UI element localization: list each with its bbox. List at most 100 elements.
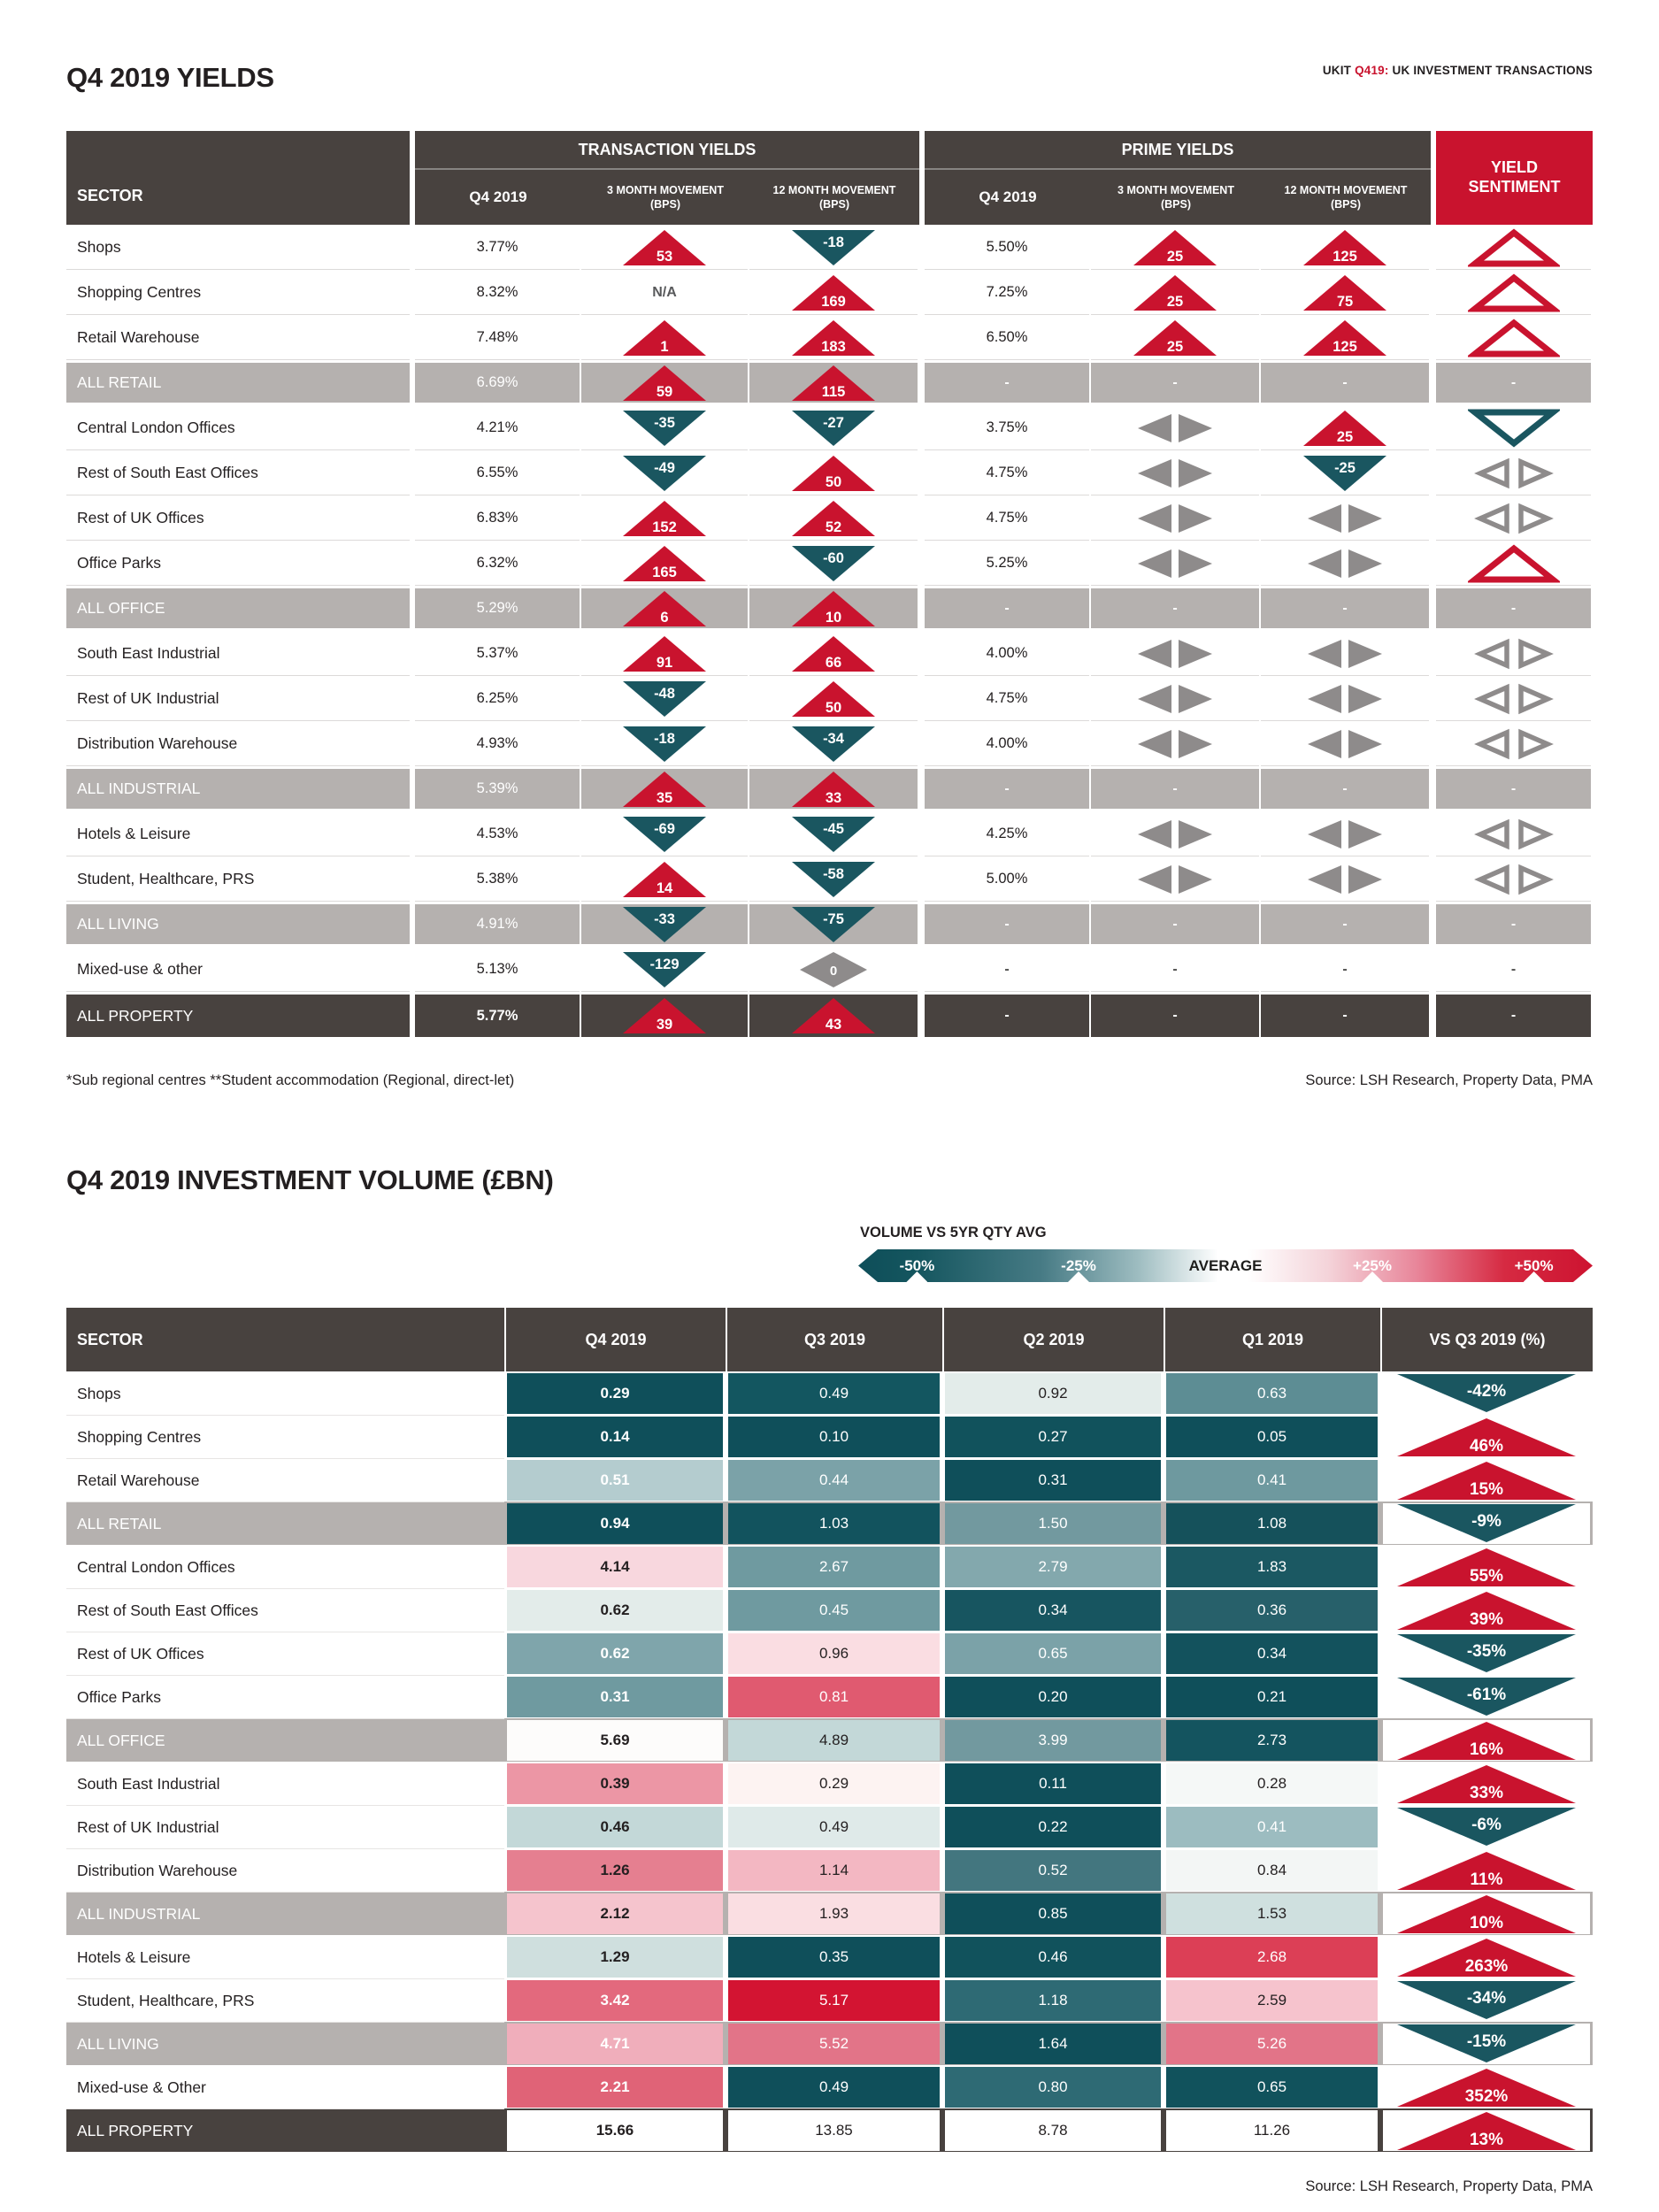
svg-text:25: 25 xyxy=(1337,429,1353,445)
prime-3m-movement-cell xyxy=(1091,856,1261,902)
sector-cell: ALL LIVING xyxy=(66,904,410,944)
sideways-arrows-icon xyxy=(1301,682,1389,716)
sideways-arrows-outline-icon xyxy=(1468,636,1560,672)
vs-q3-cell: 33% xyxy=(1383,1763,1590,1804)
transaction-12m-movement-cell: 66 xyxy=(749,631,919,676)
prime-yields-header-block: PRIME YIELDS Q4 2019 3 MONTH MOVEMENT (B… xyxy=(925,131,1431,225)
svg-text:-18: -18 xyxy=(823,234,844,250)
triangle-up-outline-icon xyxy=(1467,273,1560,312)
sector-cell: Student, Healthcare, PRS xyxy=(66,1978,504,2023)
volume-value-cell: 0.92 xyxy=(945,1373,1161,1414)
svg-text:-75: -75 xyxy=(823,911,844,927)
column-gap xyxy=(1431,541,1436,586)
volume-row: Rest of UK Offices 0.62 0.96 0.65 0.34 -35% xyxy=(66,1632,1593,1675)
triangle-up-icon: 25 xyxy=(1131,274,1219,311)
yields-row: ALL LIVING 4.91% -33 -75 - - - - xyxy=(66,902,1593,947)
legend-label-average: AVERAGE xyxy=(1188,1256,1263,1274)
volume-value-cell: 0.49 xyxy=(728,1373,940,1414)
sideways-arrows-icon xyxy=(1131,863,1219,896)
yields-row: Central London Offices 4.21% -35 -27 3.75% 25 xyxy=(66,405,1593,450)
volume-value-cell: 0.36 xyxy=(1166,1590,1378,1631)
svg-text:-15%: -15% xyxy=(1467,2032,1506,2051)
prime-12m-movement-cell: 25 xyxy=(1261,405,1431,450)
yields-row: ALL OFFICE 5.29% 6 10 - - - - xyxy=(66,586,1593,631)
transaction-12m-movement-cell: 50 xyxy=(749,450,919,495)
sideways-arrows-icon xyxy=(1131,457,1219,490)
volume-value-cell: 3.42 xyxy=(507,1980,723,2021)
transaction-q4-value: 4.53% xyxy=(415,811,581,856)
dash-placeholder: - xyxy=(1172,961,1178,977)
volume-value-cell: 0.51 xyxy=(507,1460,723,1501)
transaction-3m-movement-cell: -49 xyxy=(581,450,749,495)
transaction-yields-group-label: TRANSACTION YIELDS xyxy=(415,131,919,170)
svg-text:125: 125 xyxy=(1333,339,1357,355)
sector-cell: Student, Healthcare, PRS xyxy=(77,870,255,887)
column-gap xyxy=(410,995,415,1037)
prime-3m-movement-cell xyxy=(1091,811,1261,856)
column-gap xyxy=(919,495,925,541)
transaction-12m-movement-cell: 115 xyxy=(749,363,919,403)
transaction-3m-movement-cell: -35 xyxy=(581,405,749,450)
volume-value-cell: 1.53 xyxy=(1166,1893,1378,1934)
vs-q3-cell: -15% xyxy=(1383,2024,1590,2064)
transaction-q4-value: 6.69% xyxy=(415,363,581,403)
yields-table: SECTOR TRANSACTION YIELDS Q4 2019 3 MONT… xyxy=(66,131,1593,1037)
triangle-up-icon: 25 xyxy=(1301,410,1389,447)
triangle-down-icon: -34% xyxy=(1394,1980,1579,2021)
svg-text:25: 25 xyxy=(1167,294,1183,310)
transaction-q4-value: 4.21% xyxy=(415,405,581,450)
prime-q4-value: 5.50% xyxy=(925,225,1091,270)
prime-12m-movement-cell xyxy=(1261,811,1431,856)
volume-value-cell: 5.69 xyxy=(507,1720,723,1761)
triangle-up-icon: 125 xyxy=(1301,319,1389,357)
prime-q4-value: 4.75% xyxy=(925,676,1091,721)
prime-q4-value: - xyxy=(925,995,1091,1037)
yields-row: Rest of South East Offices 6.55% -49 50 4.75… xyxy=(66,450,1593,495)
prime-12m-movement-cell xyxy=(1261,856,1431,902)
column-gap xyxy=(410,225,415,270)
volume-row: Rest of UK Industrial 0.46 0.49 0.22 0.41 -6% xyxy=(66,1805,1593,1848)
sector-cell: Hotels & Leisure xyxy=(77,825,191,842)
legend-label-plus50: +50% xyxy=(1514,1256,1554,1274)
sector-cell: Shopping Centres xyxy=(66,1415,504,1459)
column-gap xyxy=(410,631,415,676)
volume-value-cell: 0.96 xyxy=(728,1633,940,1674)
triangle-up-icon: 39% xyxy=(1394,1590,1579,1631)
prime-3m-movement-cell: - xyxy=(1091,947,1261,992)
volume-value-cell: 5.26 xyxy=(1166,2024,1378,2064)
volume-value-cell: 0.62 xyxy=(507,1633,723,1674)
column-gap xyxy=(1431,270,1436,315)
transaction-q4-value: 8.32% xyxy=(415,270,581,315)
volume-legend-title: VOLUME VS 5YR QTY AVG xyxy=(860,1225,1047,1240)
triangle-up-icon: 35 xyxy=(620,771,709,808)
sideways-arrows-outline-icon xyxy=(1468,862,1560,897)
vs-q3-cell: 13% xyxy=(1383,2110,1590,2151)
triangle-down-icon: -9% xyxy=(1394,1503,1579,1544)
sideways-arrows-icon xyxy=(1301,863,1389,896)
column-gap xyxy=(919,225,925,270)
column-gap xyxy=(919,721,925,766)
svg-text:-9%: -9% xyxy=(1471,1512,1502,1531)
vs-q3-cell: -35% xyxy=(1383,1633,1590,1674)
svg-text:59: 59 xyxy=(657,384,672,400)
svg-text:52: 52 xyxy=(826,519,841,535)
dash-placeholder: - xyxy=(1342,374,1348,390)
volume-row: ALL LIVING 4.71 5.52 1.64 5.26 -15% xyxy=(66,2022,1593,2065)
prime-12m-movement-cell: - xyxy=(1261,995,1431,1037)
triangle-up-icon: 263% xyxy=(1394,1937,1579,1978)
volume-table-body: Shops 0.29 0.49 0.92 0.63 -42% Shopping Centre… xyxy=(66,1371,1593,2152)
yield-sentiment-cell xyxy=(1436,721,1593,766)
dash-placeholder: - xyxy=(1004,780,1010,796)
transaction-12m-movement-cell: -45 xyxy=(749,811,919,856)
svg-text:11%: 11% xyxy=(1471,1870,1503,1889)
volume-value-cell: 4.89 xyxy=(728,1720,940,1761)
column-gap xyxy=(410,363,415,403)
volume-value-cell: 0.46 xyxy=(945,1937,1161,1978)
sector-cell: ALL OFFICE xyxy=(77,1731,165,1749)
volume-value-cell: 0.63 xyxy=(1166,1373,1378,1414)
column-gap xyxy=(919,363,925,403)
column-gap xyxy=(410,405,415,450)
volume-header-q4-2019: Q4 2019 xyxy=(504,1308,726,1371)
report-tag-issue: Q419: xyxy=(1355,64,1389,77)
triangle-down-icon: -129 xyxy=(620,951,709,988)
